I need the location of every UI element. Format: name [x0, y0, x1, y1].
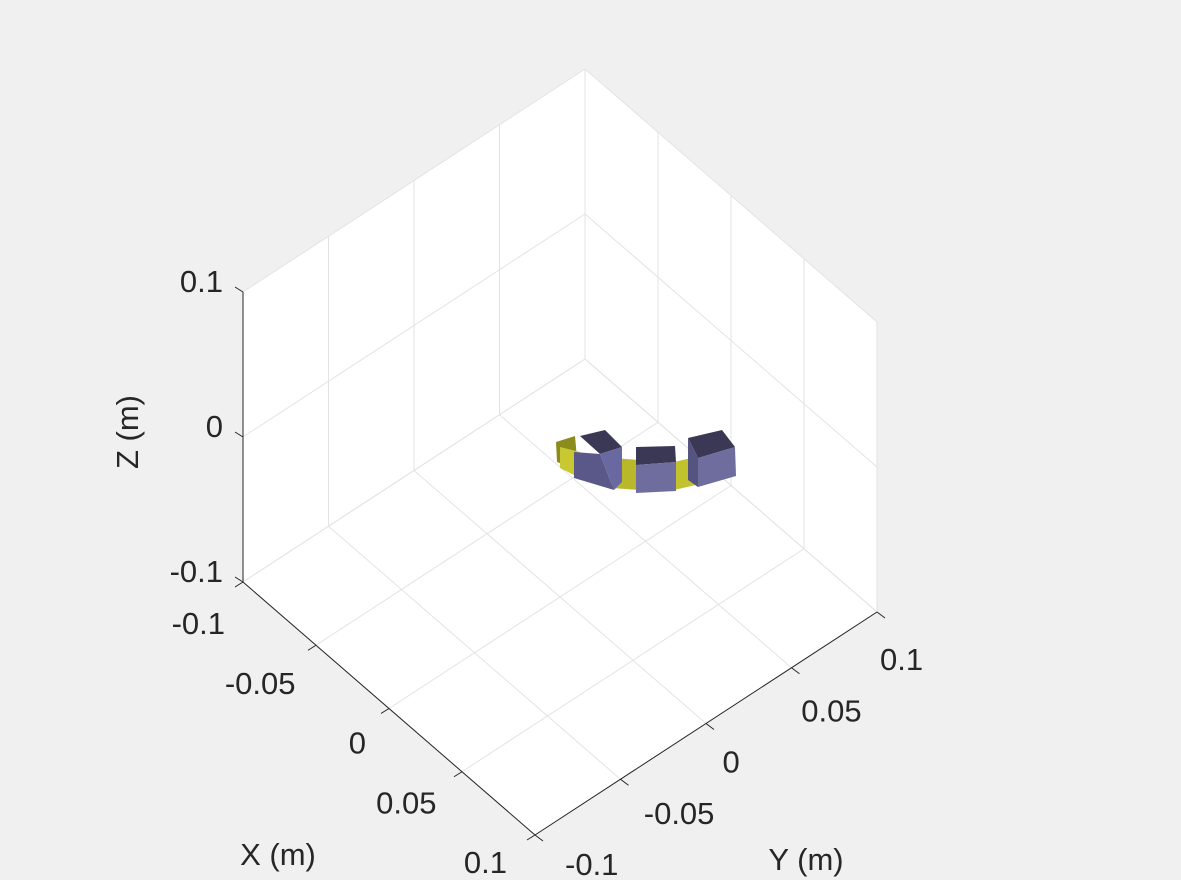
segment [688, 430, 735, 458]
segment [580, 430, 622, 454]
y-tick [705, 723, 715, 730]
x-tick-label: -0.1 [172, 606, 225, 641]
y-axis [534, 611, 878, 836]
y-tick-label: -0.1 [565, 847, 618, 880]
z-tick-label: 0.1 [180, 264, 223, 299]
y-tick-label: 0 [723, 745, 740, 780]
segment [698, 447, 736, 487]
segment [636, 462, 676, 493]
grid-line [584, 358, 878, 613]
y-tick-label: 0.1 [880, 642, 923, 677]
z-tick [234, 286, 244, 293]
grid-line [413, 470, 707, 724]
z-tick-label: -0.1 [170, 554, 223, 589]
z-tick [234, 431, 244, 438]
y-tick [876, 611, 886, 619]
x-tick-label: 0.1 [464, 845, 507, 880]
x-axis-label: X (m) [240, 837, 316, 872]
x-tick [453, 771, 463, 778]
y-axis-label: Y (m) [768, 842, 843, 877]
x-tick-label: -0.05 [225, 666, 296, 701]
grid-line [584, 68, 878, 323]
y-tick [791, 667, 800, 675]
segment [600, 447, 622, 490]
grid-line [242, 213, 586, 438]
segment [574, 452, 614, 490]
grid-line [242, 358, 586, 583]
x-tick-label: 0.05 [376, 785, 436, 820]
x-tick [526, 834, 536, 841]
z-tick [234, 576, 244, 583]
y-tick-label: 0.05 [801, 693, 861, 728]
z-tick-label: 0 [206, 409, 223, 444]
y-tick-label: -0.05 [644, 796, 715, 831]
y-tick [534, 834, 544, 842]
x-tick [234, 581, 244, 588]
segment [636, 446, 676, 465]
segment [688, 438, 698, 487]
grid-line [584, 213, 878, 468]
grid-line [328, 525, 621, 780]
grid-line [499, 414, 792, 669]
z-axis-label: Z (m) [110, 395, 145, 469]
x-tick [307, 644, 317, 651]
x-tick-label: 0 [349, 726, 366, 761]
y-tick [620, 778, 629, 786]
x-axis [242, 581, 536, 836]
grid-line [242, 68, 586, 293]
robot [556, 430, 736, 493]
x-tick [380, 708, 390, 714]
